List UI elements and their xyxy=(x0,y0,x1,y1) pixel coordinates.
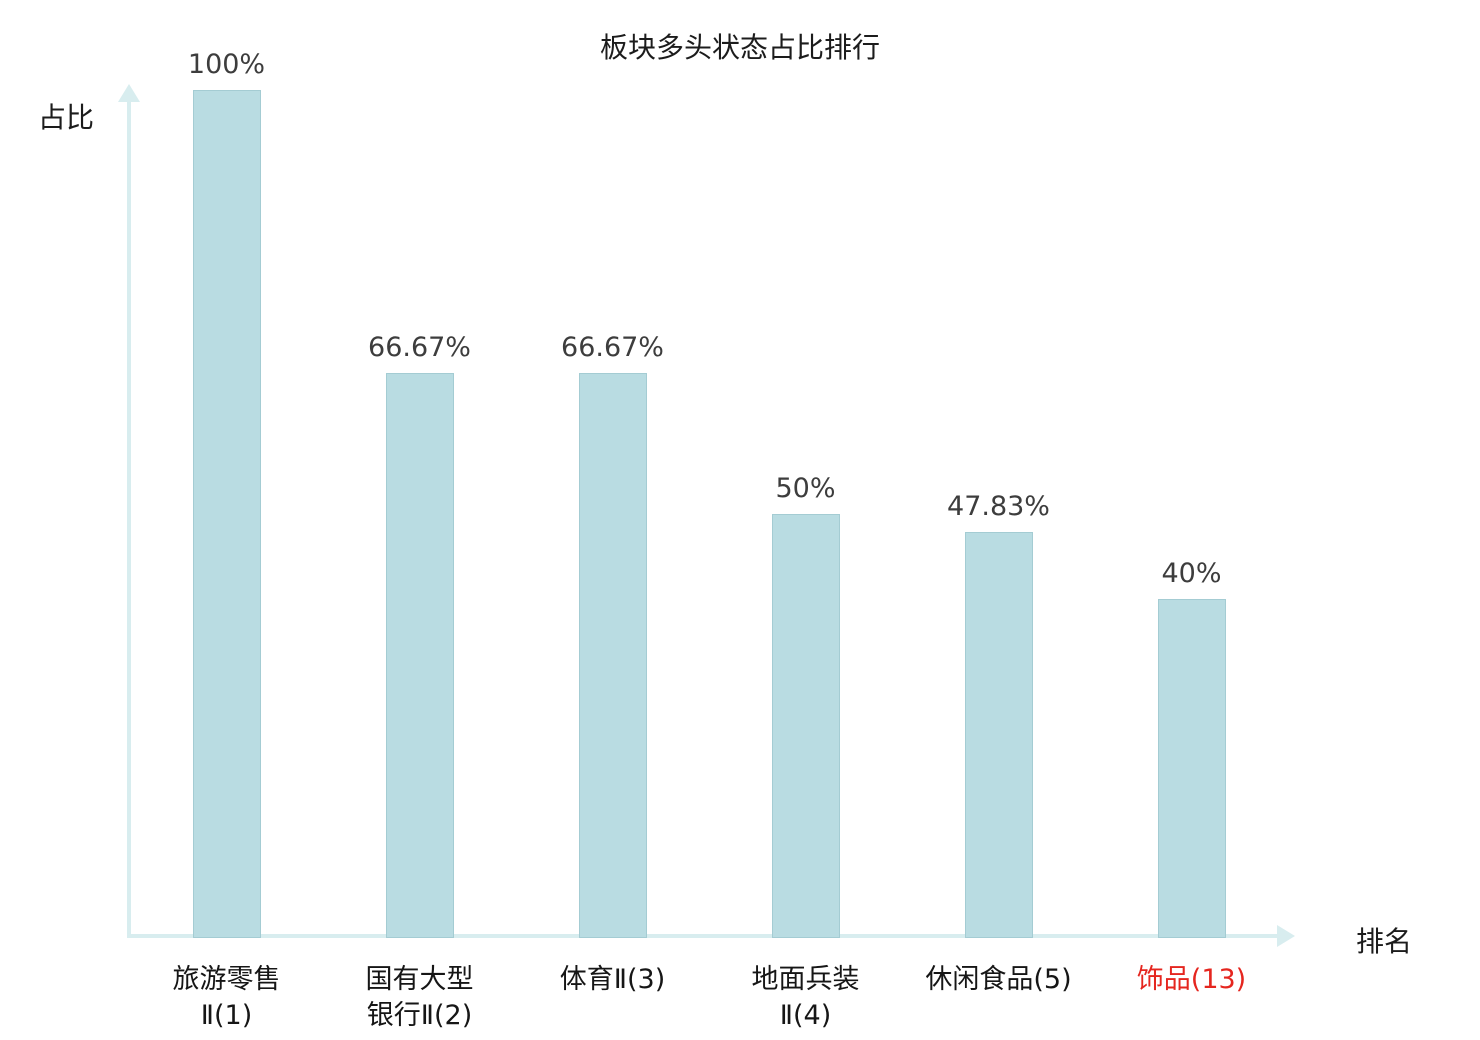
y-axis-arrow-icon xyxy=(118,84,140,102)
bar-category-label: 体育Ⅱ(3) xyxy=(559,964,666,995)
bar xyxy=(385,373,454,938)
bar-value-label: 66.67% xyxy=(561,332,664,363)
bar-value-label: 40% xyxy=(1161,558,1222,589)
chart-title: 板块多头状态占比排行 xyxy=(599,31,880,64)
bar-column: 100% 旅游零售 Ⅱ(1) xyxy=(130,49,323,1031)
x-axis-label: 排名 xyxy=(1356,925,1413,958)
bar-column: 50% 地面兵装 Ⅱ(4) xyxy=(709,473,902,1031)
bar-category-label: 休闲食品(5) xyxy=(925,964,1072,995)
y-axis-line xyxy=(127,102,131,938)
bar-column: 47.83% 休闲食品(5) xyxy=(902,491,1095,995)
bar-column: 66.67% 国有大型 银行Ⅱ(2) xyxy=(323,332,516,1031)
bar-value-label: 66.67% xyxy=(368,332,471,363)
y-axis-label: 占比 xyxy=(38,101,95,134)
bar-value-label: 47.83% xyxy=(947,491,1050,522)
x-axis-line xyxy=(127,934,1279,938)
bar-category-label: 旅游零售 Ⅱ(1) xyxy=(172,964,281,1032)
bar-column: 66.67% 体育Ⅱ(3) xyxy=(516,332,709,995)
bar xyxy=(771,514,840,938)
bar-column: 40% 饰品(13) xyxy=(1095,558,1288,995)
bar xyxy=(578,373,647,938)
bar xyxy=(964,532,1033,938)
bar-category-label: 地面兵装 Ⅱ(4) xyxy=(751,964,860,1032)
bar-category-label: 国有大型 银行Ⅱ(2) xyxy=(365,964,474,1032)
bar-value-label: 100% xyxy=(187,49,266,80)
plot-area: 100% 旅游零售 Ⅱ(1) 66.67% 国有大型 银行Ⅱ(2) 66.67% 体育Ⅱ(… xyxy=(130,49,1288,1031)
bar-value-label: 50% xyxy=(775,473,836,504)
x-axis-arrow-icon xyxy=(1277,925,1295,947)
bar-category-label: 饰品(13) xyxy=(1136,964,1247,995)
bar xyxy=(192,90,261,938)
bar xyxy=(1157,599,1226,938)
